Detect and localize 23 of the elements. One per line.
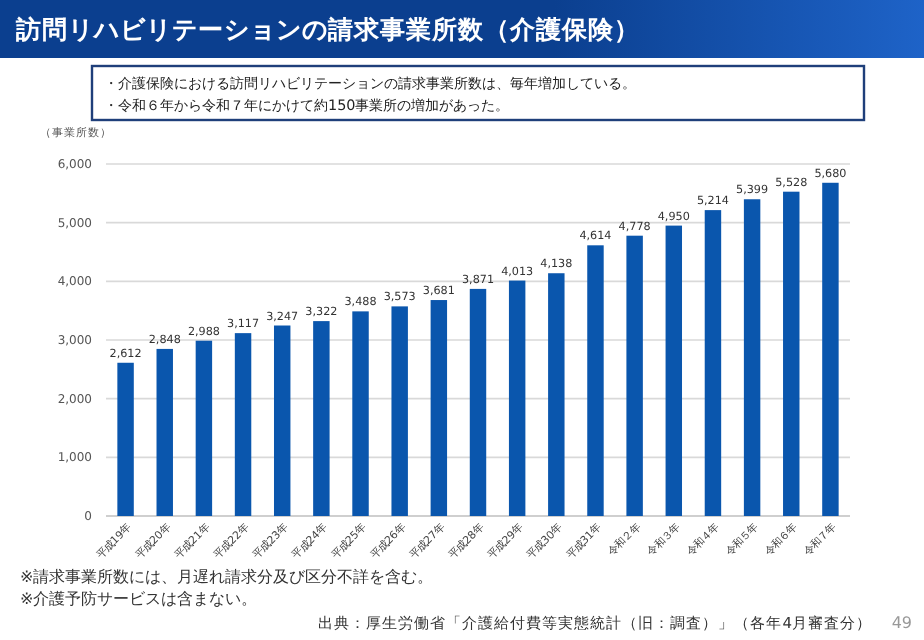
bar xyxy=(352,311,369,516)
bar xyxy=(156,348,173,516)
bar xyxy=(313,321,330,516)
bar xyxy=(391,306,408,516)
bar xyxy=(430,300,448,516)
bar xyxy=(587,245,604,516)
bar xyxy=(508,280,526,516)
text: ※請求事業所数には、月遅れ請求分及び区分不詳を含む。 xyxy=(20,568,434,586)
bar xyxy=(704,210,722,516)
bar xyxy=(234,333,252,516)
bar xyxy=(548,273,565,516)
text: 49 xyxy=(891,614,912,632)
bar xyxy=(626,235,643,516)
bar xyxy=(273,325,291,516)
bar xyxy=(469,288,487,516)
bar xyxy=(783,191,800,516)
text: ※介護予防サービスは含まない。 xyxy=(20,590,258,608)
chart-title: 訪問リハビリテーションの請求事業所数（介護保険） xyxy=(14,14,640,44)
bar xyxy=(117,362,134,516)
bar xyxy=(665,225,683,516)
bar xyxy=(195,340,213,516)
bar xyxy=(822,182,839,516)
bar xyxy=(743,199,761,516)
